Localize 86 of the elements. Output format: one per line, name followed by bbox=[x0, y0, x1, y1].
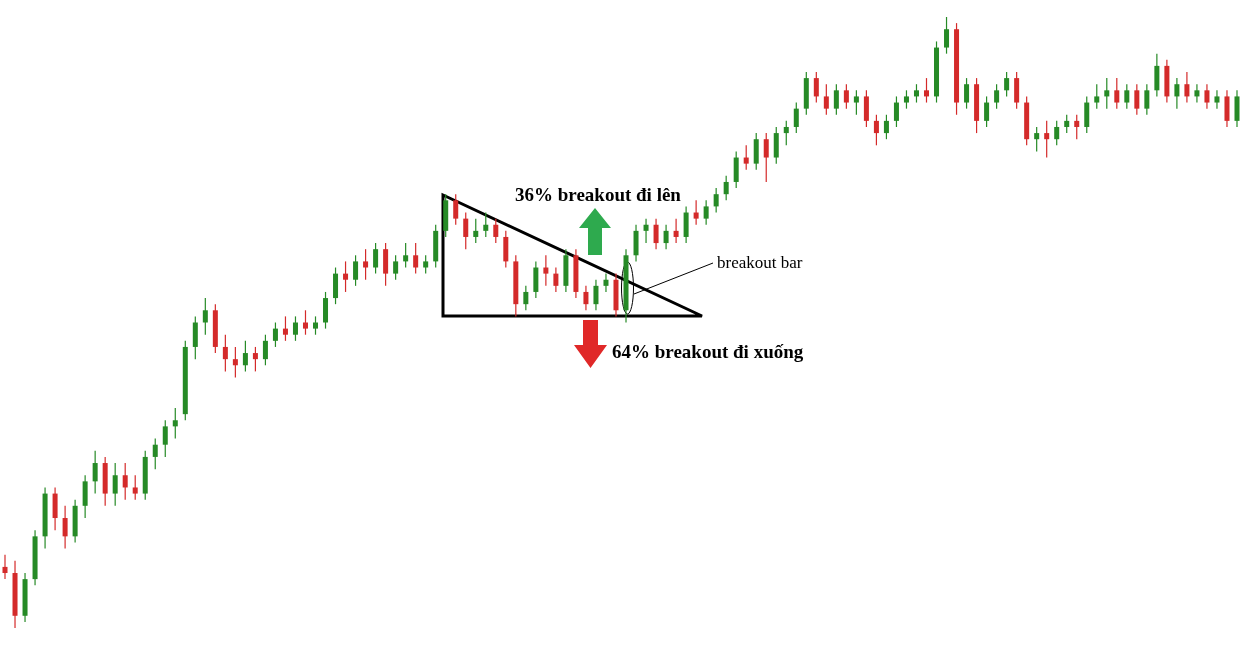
candlestick bbox=[1074, 114, 1080, 140]
candlestick bbox=[673, 218, 679, 244]
candlestick bbox=[272, 321, 278, 348]
candlestick bbox=[1144, 83, 1150, 116]
candlestick bbox=[843, 83, 849, 110]
candlestick bbox=[743, 144, 749, 171]
candlestick bbox=[523, 285, 529, 311]
candlestick bbox=[944, 16, 950, 55]
candlestick bbox=[994, 83, 1000, 110]
candlestick bbox=[1034, 126, 1040, 153]
candlestick bbox=[1054, 120, 1060, 146]
candlestick bbox=[553, 266, 559, 293]
candlestick bbox=[453, 193, 459, 226]
candlestick bbox=[242, 340, 248, 372]
candlestick bbox=[302, 309, 308, 336]
candlestick bbox=[643, 218, 649, 244]
candlestick bbox=[393, 254, 399, 281]
candlestick bbox=[833, 83, 839, 116]
annotation: 64% breakout đi xuống bbox=[612, 341, 804, 362]
candlestick bbox=[593, 279, 599, 311]
candlestick bbox=[373, 242, 379, 275]
candlestick bbox=[1004, 71, 1010, 98]
candlestick bbox=[132, 474, 138, 501]
candlestick bbox=[1064, 114, 1070, 134]
candlestick bbox=[152, 437, 158, 470]
candlestick bbox=[483, 211, 489, 238]
candlestick bbox=[883, 114, 889, 140]
candlestick bbox=[463, 211, 469, 250]
candlestick bbox=[313, 315, 319, 336]
candlestick bbox=[473, 218, 479, 244]
candlestick bbox=[1134, 83, 1140, 116]
candlestick bbox=[1204, 83, 1210, 110]
candlestick bbox=[903, 89, 909, 110]
annotation: breakout bar bbox=[717, 253, 803, 272]
candlestick bbox=[913, 83, 919, 104]
candlestick bbox=[343, 260, 349, 293]
candlestick bbox=[583, 285, 589, 311]
candlestick bbox=[493, 218, 499, 244]
candlestick bbox=[1194, 83, 1200, 104]
candlestick bbox=[172, 407, 178, 440]
candlestick bbox=[353, 254, 359, 287]
candlestick bbox=[363, 248, 369, 281]
candlestick bbox=[1124, 83, 1130, 110]
candlestick bbox=[984, 95, 990, 128]
candlestick bbox=[413, 242, 419, 275]
candlestick bbox=[62, 505, 68, 550]
candlestick bbox=[663, 224, 669, 250]
candlestick bbox=[893, 95, 899, 128]
candlestick bbox=[292, 315, 298, 342]
candlestick bbox=[1114, 77, 1120, 110]
candlestick bbox=[1094, 83, 1100, 110]
candlestick bbox=[823, 83, 829, 116]
candlestick bbox=[723, 175, 729, 201]
candlestick bbox=[1214, 89, 1220, 110]
candlestick bbox=[2, 554, 8, 580]
candlestick bbox=[964, 77, 970, 110]
candlestick bbox=[252, 346, 258, 372]
candlestick bbox=[703, 199, 709, 226]
candlestick bbox=[1044, 120, 1050, 159]
candlestick bbox=[232, 346, 238, 379]
candlestick bbox=[222, 334, 228, 372]
annotation: 36% breakout đi lên bbox=[515, 184, 682, 205]
candlestick bbox=[1184, 71, 1190, 104]
candlestick bbox=[603, 273, 609, 293]
candlestick bbox=[873, 114, 879, 146]
candlestick bbox=[793, 101, 799, 134]
candlestick bbox=[423, 254, 429, 275]
candlestick bbox=[1174, 77, 1180, 110]
candlestick bbox=[763, 132, 769, 183]
candlestick bbox=[262, 334, 268, 366]
candlestick bbox=[1104, 77, 1110, 110]
candlestick bbox=[403, 242, 409, 269]
candlestick bbox=[713, 187, 719, 214]
candlestick bbox=[112, 462, 118, 507]
candlestick bbox=[202, 297, 208, 336]
candlestick bbox=[653, 218, 659, 250]
candlestick bbox=[693, 199, 699, 226]
candlestick bbox=[923, 77, 929, 104]
candlestick bbox=[783, 120, 789, 146]
candlestick bbox=[543, 254, 549, 287]
candlestick bbox=[813, 71, 819, 104]
candlestick bbox=[282, 315, 288, 342]
candlestick bbox=[122, 462, 128, 501]
candlestick bbox=[853, 89, 859, 116]
candlestick bbox=[162, 419, 168, 458]
candlestick bbox=[92, 450, 98, 495]
